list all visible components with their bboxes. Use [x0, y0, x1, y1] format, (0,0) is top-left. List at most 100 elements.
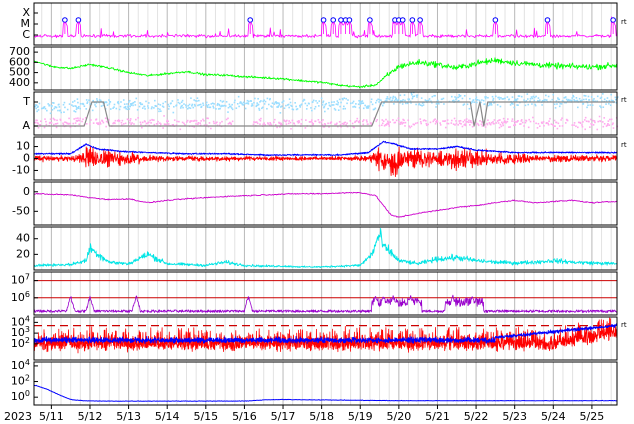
alpha-point	[253, 121, 255, 123]
temp-point	[397, 98, 400, 101]
temp-point	[484, 97, 487, 100]
temp-point	[513, 99, 516, 102]
alpha-point	[324, 123, 327, 126]
temp-point	[351, 102, 354, 104]
alpha-point	[97, 122, 100, 124]
alpha-point	[343, 121, 346, 124]
alpha-point	[367, 123, 369, 125]
temp-point	[159, 104, 162, 106]
alpha-point	[35, 119, 37, 122]
alpha-point	[589, 126, 591, 128]
temp-point	[373, 108, 376, 111]
temp-point	[224, 105, 227, 107]
temp-point	[457, 96, 460, 99]
alpha-point	[285, 120, 287, 123]
temp-point	[257, 97, 259, 100]
alpha-point	[427, 123, 429, 126]
temp-point	[323, 106, 325, 109]
alpha-point	[602, 125, 605, 128]
temp-point	[35, 104, 38, 106]
temp-point	[370, 98, 373, 101]
alpha-point	[120, 121, 123, 124]
temp-point	[596, 100, 599, 103]
alpha-point	[218, 124, 221, 126]
x-tick-label: 5/16	[232, 410, 257, 423]
temp-point	[362, 102, 365, 104]
alpha-point	[409, 126, 411, 129]
y-tick-label: -50	[12, 204, 30, 217]
alpha-point	[423, 119, 426, 121]
temp-point	[52, 102, 54, 104]
temp-point	[197, 104, 199, 107]
temp-point	[411, 94, 413, 96]
temp-point	[420, 97, 423, 99]
y-tick-label: 600	[9, 55, 30, 68]
temp-point	[433, 94, 435, 97]
alpha-point	[573, 124, 575, 126]
temp-point	[596, 95, 599, 98]
temp-point	[328, 101, 330, 104]
temp-point	[187, 104, 189, 107]
alpha-point	[464, 123, 467, 125]
temp-point	[171, 100, 174, 102]
temp-point	[328, 104, 331, 107]
alpha-point	[317, 119, 320, 121]
alpha-point	[547, 122, 549, 125]
temp-point	[594, 100, 597, 103]
temp-point	[145, 100, 147, 103]
temp-point	[534, 104, 537, 107]
alpha-point	[455, 122, 458, 125]
temp-point	[320, 97, 323, 100]
temp-point	[198, 99, 200, 102]
temp-point	[49, 112, 52, 115]
temp-point	[34, 104, 37, 106]
alpha-point	[189, 120, 192, 122]
alpha-point	[129, 118, 132, 120]
x-tick-label: 5/15	[193, 410, 218, 423]
temp-point	[262, 100, 265, 103]
alpha-point	[121, 124, 123, 126]
temp-point	[221, 104, 223, 107]
alpha-point	[370, 123, 373, 126]
alpha-point	[199, 124, 202, 127]
y-tick-label: X	[22, 6, 30, 19]
temp-point	[517, 104, 519, 106]
alpha-point	[114, 122, 116, 125]
alpha-point	[96, 122, 98, 124]
temp-point	[406, 102, 409, 105]
alpha-point	[545, 122, 548, 124]
temp-point	[248, 100, 250, 103]
temp-point	[476, 99, 479, 101]
alpha-point	[124, 122, 127, 125]
temp-point	[190, 97, 192, 99]
temp-point	[601, 100, 603, 102]
temp-point	[556, 103, 558, 105]
alpha-point	[38, 124, 41, 126]
temp-point	[484, 96, 486, 98]
temp-point	[37, 105, 39, 108]
alpha-point	[213, 122, 215, 125]
alpha-point	[603, 123, 606, 125]
temp-point	[266, 107, 268, 110]
panel-frame-electron-flux	[33, 271, 618, 316]
temp-point	[150, 107, 153, 110]
temp-point	[393, 99, 396, 102]
temp-point	[583, 98, 585, 101]
temp-point	[103, 101, 106, 103]
temp-point	[219, 107, 221, 110]
temp-point	[588, 99, 591, 101]
proton-density-line	[33, 227, 618, 268]
temp-point	[404, 99, 406, 102]
temp-point	[512, 103, 514, 105]
alpha-point	[68, 117, 70, 120]
y-tick-label: 100	[11, 389, 30, 404]
temp-point	[63, 101, 66, 104]
alpha-point	[255, 121, 258, 123]
alpha-point	[330, 121, 333, 123]
alpha-point	[362, 119, 365, 121]
temp-point	[455, 98, 457, 101]
temp-point	[580, 100, 582, 103]
temp-point	[362, 107, 365, 110]
temp-point	[399, 94, 402, 97]
temp-point	[366, 105, 369, 108]
